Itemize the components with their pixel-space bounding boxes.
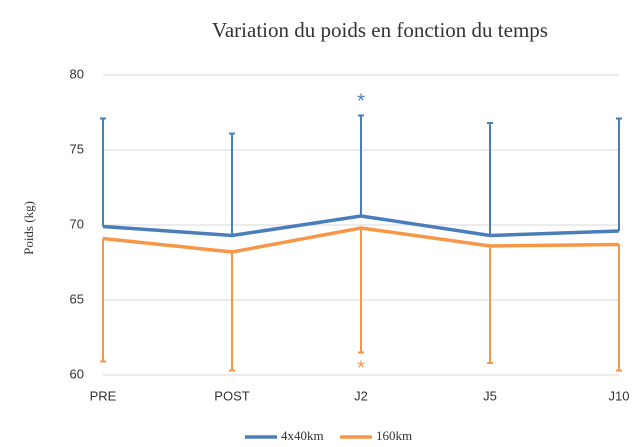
x-tick-label: POST: [214, 388, 249, 403]
y-axis-label: Poids (kg): [21, 201, 36, 255]
series-line: [102, 226, 620, 254]
series-line: [102, 214, 620, 238]
y-tick-label: 70: [70, 216, 84, 231]
legend-label: 4x40km: [281, 428, 324, 443]
y-tick-label: 80: [70, 66, 84, 81]
annotation: *: [357, 357, 365, 379]
y-tick-label: 65: [70, 291, 84, 306]
x-tick-label: J5: [483, 388, 497, 403]
y-tick-label: 75: [70, 141, 84, 156]
x-tick-label: PRE: [90, 388, 117, 403]
x-tick-label: J10: [609, 388, 630, 403]
chart-title: Variation du poids en fonction du temps: [212, 18, 548, 42]
y-tick-label: 60: [70, 366, 84, 381]
legend-label: 160km: [376, 428, 412, 443]
annotation: *: [357, 90, 365, 112]
x-tick-label: J2: [354, 388, 368, 403]
